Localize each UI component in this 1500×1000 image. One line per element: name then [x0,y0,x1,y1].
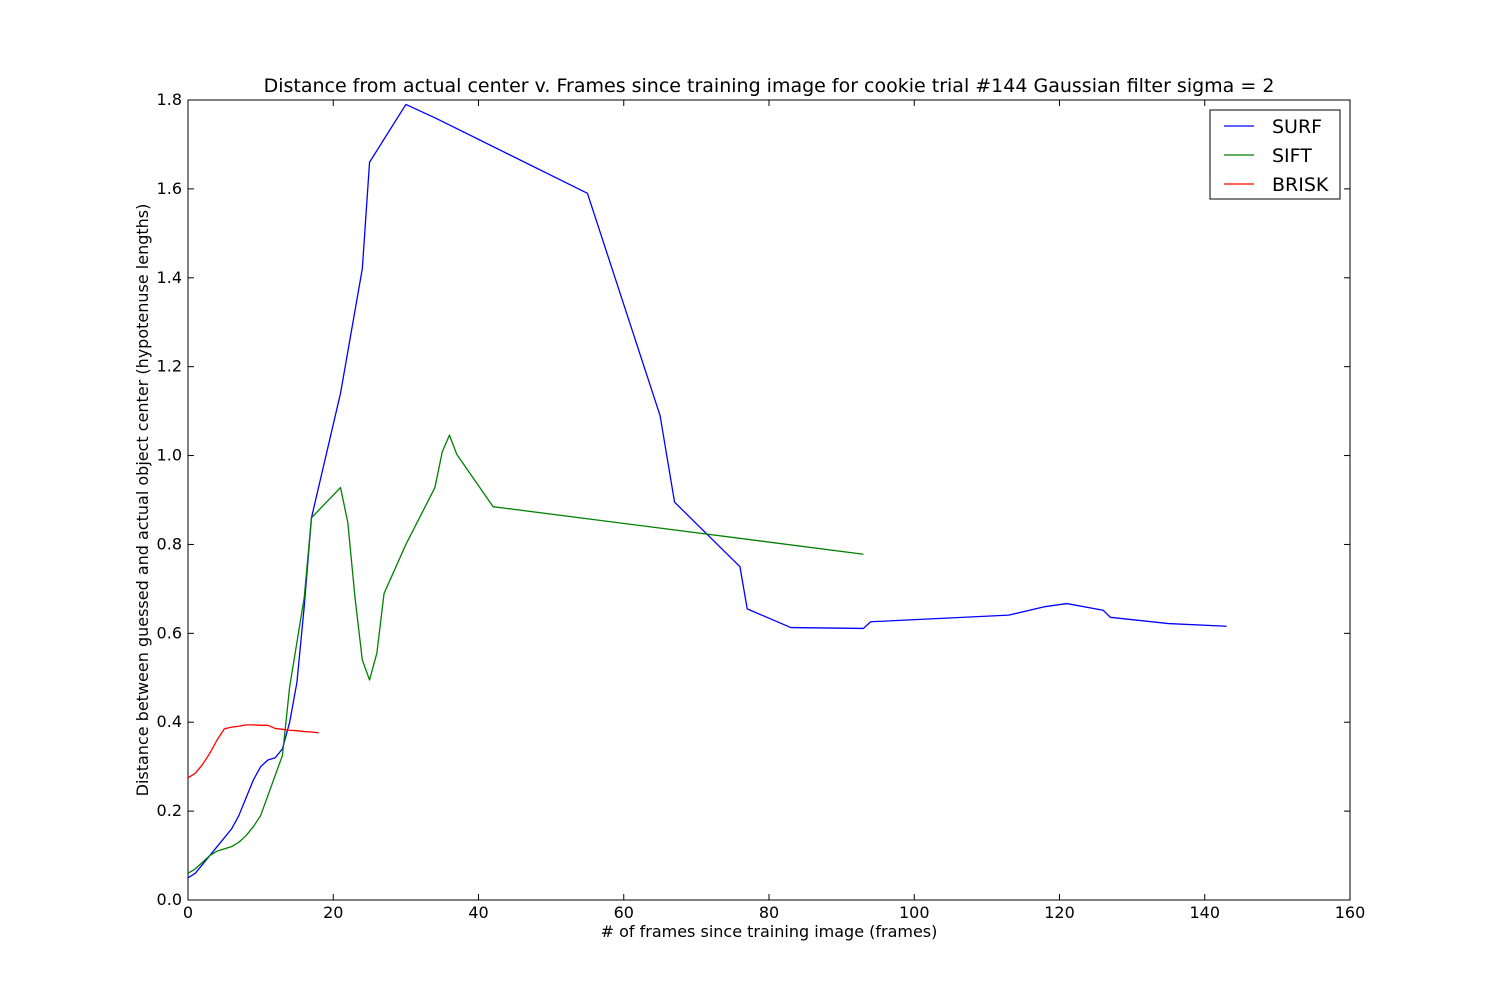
series-line-surf [188,104,1227,877]
plot-area [188,100,1350,900]
y-tick-label: 0.2 [157,801,182,820]
y-tick-label: 1.2 [157,357,182,376]
y-tick-label: 1.0 [157,446,182,465]
axis-ticks: 0 20 40 60 80 100 120 140 160 0.0 0.2 0.4 0.6 0.8 1.0 1… [157,90,1366,922]
x-tick-label: 0 [183,903,193,922]
series-lines [188,104,1227,877]
y-tick-label: 1.4 [157,268,182,287]
y-tick-label: 0.0 [157,890,182,909]
x-tick-label: 120 [1044,903,1075,922]
x-tick-label: 160 [1335,903,1366,922]
y-tick-label: 1.6 [157,179,182,198]
y-tick-label: 0.4 [157,712,182,731]
y-tick-label: 0.6 [157,623,182,642]
legend-label-sift: SIFT [1272,145,1312,167]
x-tick-label: 140 [1189,903,1220,922]
x-tick-label: 20 [323,903,343,922]
x-tick-label: 100 [899,903,930,922]
series-line-brisk [188,725,319,778]
y-tick-label: 1.8 [157,90,182,109]
y-tick-label: 0.8 [157,534,182,553]
legend-label-surf: SURF [1272,116,1322,138]
y-axis-label: Distance between guessed and actual obje… [133,204,152,797]
series-line-sift [188,435,863,873]
x-tick-label: 40 [468,903,488,922]
x-tick-label: 60 [614,903,634,922]
chart-title: Distance from actual center v. Frames si… [264,75,1275,97]
legend-label-brisk: BRISK [1272,174,1329,196]
x-axis-label: # of frames since training image (frames… [601,922,938,941]
x-tick-label: 80 [759,903,779,922]
legend: SURF SIFT BRISK [1210,110,1340,199]
